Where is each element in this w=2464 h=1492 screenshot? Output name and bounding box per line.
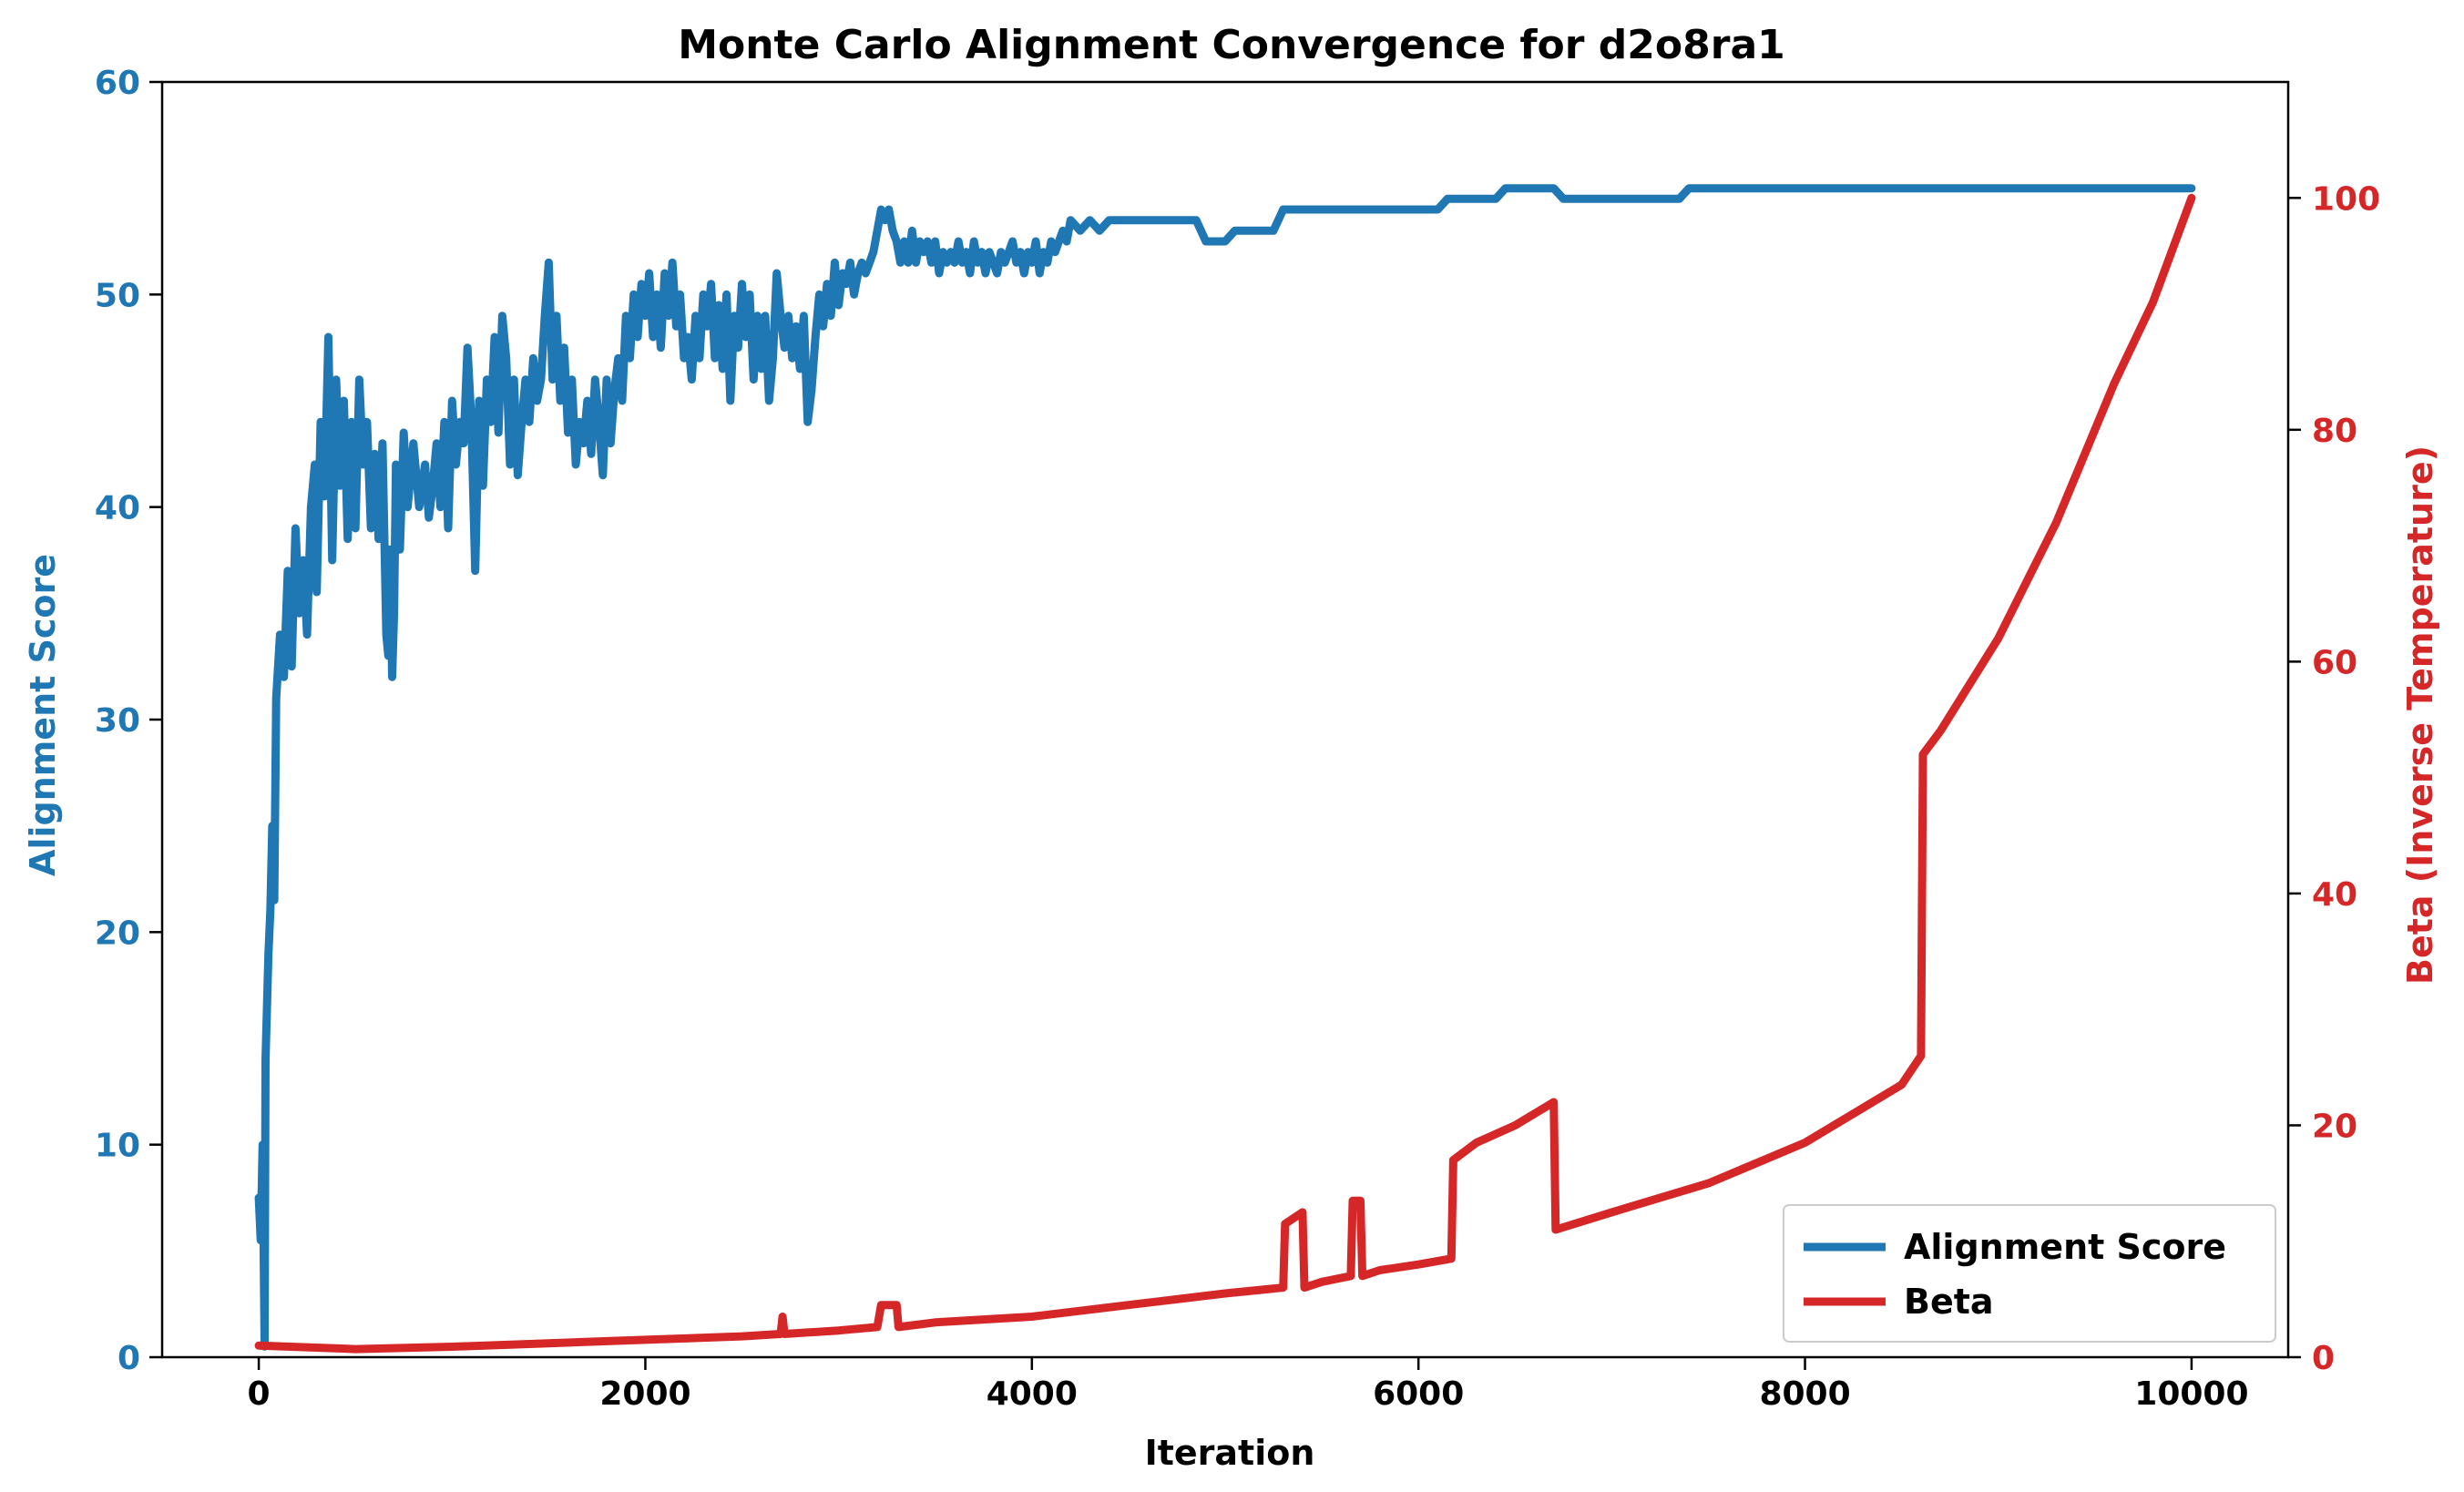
x-tick-label: 4000 — [987, 1375, 1078, 1413]
x-axis-label: Iteration — [1145, 1433, 1315, 1473]
x-axis-ticks: 0 2000 4000 6000 8000 10000 — [248, 1357, 2249, 1413]
right-y-tick-label: 40 — [2312, 876, 2357, 914]
left-y-tick-label: 10 — [95, 1128, 140, 1165]
legend: Alignment Score Beta — [1783, 1204, 2276, 1343]
legend-label-beta: Beta — [1904, 1282, 1994, 1322]
left-y-axis-label: Alignment Score — [23, 554, 63, 876]
right-y-tick-label: 60 — [2312, 644, 2357, 681]
right-y-tick-label: 100 — [2312, 180, 2380, 218]
legend-box — [1783, 1204, 2276, 1343]
left-y-tick-label: 20 — [95, 915, 140, 952]
right-y-tick-label: 20 — [2312, 1108, 2357, 1145]
x-tick-label: 6000 — [1373, 1375, 1464, 1413]
right-y-tick-label: 0 — [2312, 1340, 2335, 1377]
left-y-axis-ticks: 0 10 20 30 40 50 60 — [95, 65, 162, 1377]
x-tick-label: 0 — [248, 1375, 271, 1413]
chart-title: Monte Carlo Alignment Convergence for d2… — [678, 22, 1785, 68]
x-tick-label: 2000 — [599, 1375, 690, 1413]
left-y-tick-label: 50 — [95, 277, 140, 314]
legend-label-alignment-score: Alignment Score — [1904, 1227, 2226, 1267]
series-layer — [254, 184, 2196, 1354]
x-tick-label: 8000 — [1759, 1375, 1850, 1413]
left-y-tick-label: 0 — [118, 1340, 140, 1377]
series-line-beta — [254, 193, 2196, 1354]
right-y-tick-label: 80 — [2312, 413, 2357, 450]
left-y-tick-label: 40 — [95, 490, 140, 527]
right-y-axis-ticks: 0 20 40 60 80 100 — [2288, 180, 2380, 1377]
left-y-tick-label: 60 — [95, 65, 140, 102]
x-tick-label: 10000 — [2134, 1375, 2248, 1413]
right-y-axis-label: Beta (Inverse Temperature) — [2400, 445, 2440, 985]
left-y-tick-label: 30 — [95, 702, 140, 740]
series-line-alignment-score — [254, 184, 2196, 1351]
